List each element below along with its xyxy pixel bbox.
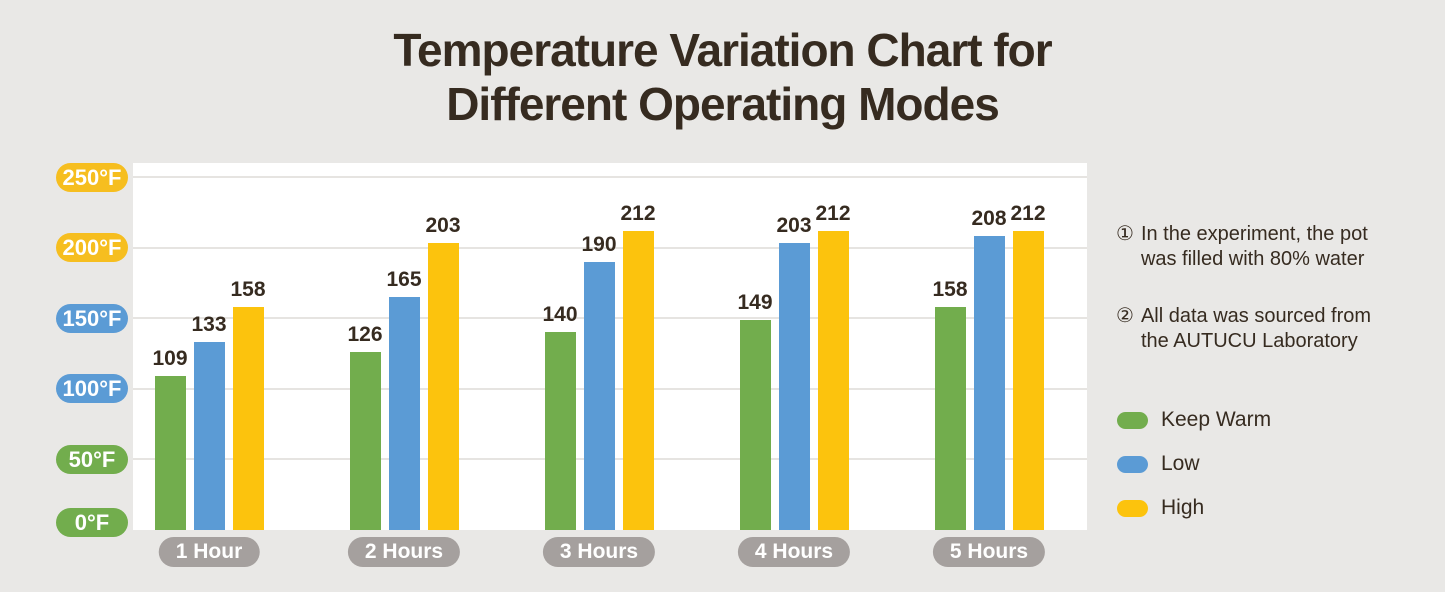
legend-label-high: High xyxy=(1161,496,1205,519)
legend-label-low: Low xyxy=(1161,452,1200,475)
bar-low-5-hours xyxy=(973,236,1005,530)
y-axis-tick-50-f: 50°F xyxy=(56,444,128,474)
bar-high-3-hours xyxy=(622,230,654,530)
chart-title: Temperature Variation Chart for Differen… xyxy=(393,24,1052,130)
low-swatch-icon xyxy=(1117,455,1148,473)
x-axis-label-3-hours: 3 Hours xyxy=(542,537,656,567)
note-2: ② All data was sourced from the AUTUCU L… xyxy=(1116,304,1426,354)
note-1: ① In the experiment, the pot was filled … xyxy=(1116,222,1426,272)
legend-item-high: High xyxy=(1117,494,1271,522)
plot-area: 109 133 158 126 165 203 140 190 212 149 203 212 158 2… xyxy=(133,163,1087,530)
legend-label-keep-warm: Keep Warm xyxy=(1161,408,1272,431)
bar-high-4-hours xyxy=(817,230,849,530)
bar-low-1-hour xyxy=(193,342,225,530)
legend-item-keep-warm: Keep Warm xyxy=(1117,406,1271,434)
y-axis-tick-100-f: 100°F xyxy=(56,374,128,404)
bar-value-high-4-hours: 212 xyxy=(815,201,851,225)
bar-high-2-hours xyxy=(427,243,459,530)
bar-keep-warm-5-hours xyxy=(934,306,966,530)
note-1-text: In the experiment, the pot was filled wi… xyxy=(1140,223,1368,270)
bar-low-3-hours xyxy=(583,261,615,530)
keep-warm-swatch-icon xyxy=(1117,411,1148,429)
x-axis-label-1-hour: 1 Hour xyxy=(158,537,260,567)
bar-value-keep-warm-5-hours: 158 xyxy=(932,277,968,301)
y-axis-tick-0-f: 0°F xyxy=(56,507,128,537)
bar-value-keep-warm-2-hours: 126 xyxy=(347,323,383,347)
y-axis-tick-250-f: 250°F xyxy=(56,162,128,192)
bar-value-high-5-hours: 212 xyxy=(1010,201,1046,225)
bar-keep-warm-4-hours xyxy=(739,319,771,530)
bar-value-high-1-hour: 158 xyxy=(230,277,266,301)
bar-value-low-3-hours: 190 xyxy=(581,232,617,256)
bar-value-high-3-hours: 212 xyxy=(620,201,656,225)
note-2-number-icon: ② xyxy=(1116,305,1134,327)
note-2-text: All data was sourced from the AUTUCU Lab… xyxy=(1140,305,1372,352)
note-1-number-icon: ① xyxy=(1116,223,1134,245)
gridline-200 xyxy=(133,246,1087,249)
bar-high-1-hour xyxy=(232,306,264,530)
x-axis-label-5-hours: 5 Hours xyxy=(932,537,1046,567)
bar-low-2-hours xyxy=(388,297,420,530)
high-swatch-icon xyxy=(1117,499,1148,517)
bar-value-low-4-hours: 203 xyxy=(776,214,812,238)
bar-value-keep-warm-4-hours: 149 xyxy=(737,290,773,314)
bar-keep-warm-1-hour xyxy=(154,376,186,530)
bar-value-low-1-hour: 133 xyxy=(191,313,227,337)
bar-value-low-2-hours: 165 xyxy=(386,268,422,292)
legend-item-low: Low xyxy=(1117,450,1271,478)
bar-keep-warm-2-hours xyxy=(349,352,381,530)
legend: Keep Warm Low High xyxy=(1117,406,1271,538)
y-axis-tick-200-f: 200°F xyxy=(56,233,128,263)
notes-panel: ① In the experiment, the pot was filled … xyxy=(1116,222,1426,386)
x-axis-label-4-hours: 4 Hours xyxy=(737,537,851,567)
bar-high-5-hours xyxy=(1012,230,1044,530)
bar-low-4-hours xyxy=(778,243,810,530)
y-axis-tick-150-f: 150°F xyxy=(56,303,128,333)
x-axis-label-2-hours: 2 Hours xyxy=(347,537,461,567)
bar-keep-warm-3-hours xyxy=(544,332,576,530)
bar-value-keep-warm-3-hours: 140 xyxy=(542,303,578,327)
gridline-250 xyxy=(133,176,1087,179)
bar-value-keep-warm-1-hour: 109 xyxy=(152,347,188,371)
bar-value-high-2-hours: 203 xyxy=(425,214,461,238)
bar-value-low-5-hours: 208 xyxy=(971,207,1007,231)
